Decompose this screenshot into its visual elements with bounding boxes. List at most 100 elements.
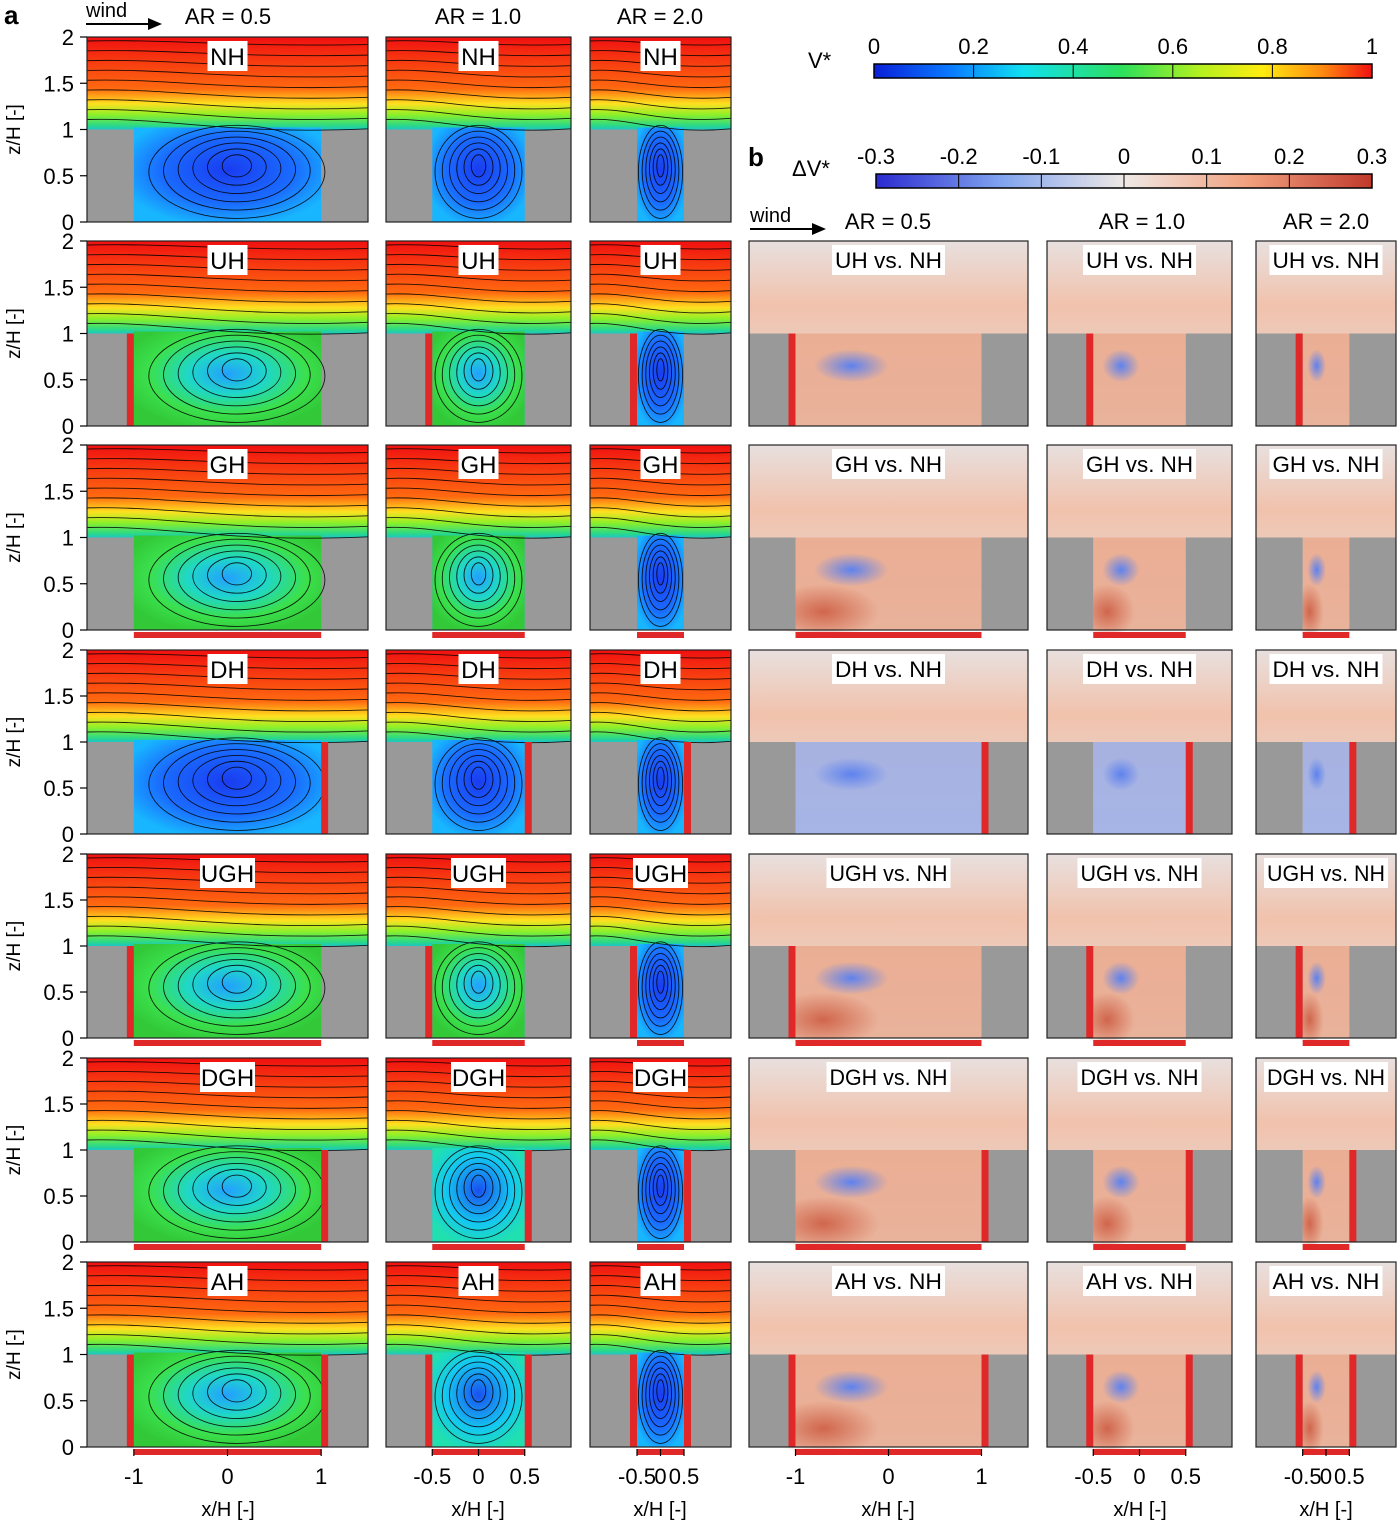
case-label-dh: DH — [210, 657, 245, 684]
green-wall-downwind — [1349, 742, 1357, 834]
green-ground — [1302, 1040, 1350, 1046]
comparison-label-gh: GH vs. NH — [1086, 452, 1193, 477]
colorbar-tick-label: 0 — [868, 34, 880, 59]
case-label-nh: NH — [461, 44, 496, 71]
v-star-plot-ah-ar-2: AH — [589, 1261, 732, 1455]
building-upwind — [590, 1150, 637, 1242]
building-downwind — [1185, 1150, 1232, 1242]
case-label-ugh: UGH — [452, 861, 505, 888]
comparison-label-uh: UH vs. NH — [835, 248, 942, 273]
comparison-label-dh: DH vs. NH — [835, 657, 942, 682]
comparison-label-ah: AH vs. NH — [1273, 1269, 1380, 1294]
building-upwind — [87, 537, 134, 630]
colorbar-tick-label: 0.6 — [1158, 34, 1189, 59]
v-star-plot-uh-ar-2: UH — [589, 240, 732, 427]
y-tick-label: 1 — [62, 1343, 74, 1368]
y-tick-label: 0.5 — [43, 980, 74, 1005]
building-downwind — [981, 1150, 1028, 1242]
green-ground — [133, 1040, 322, 1046]
building-downwind — [524, 129, 571, 222]
y-tick-label: 1.5 — [43, 888, 74, 913]
green-wall-downwind — [1185, 1354, 1193, 1447]
delta-v-plot-ugh-ar-1: UGH vs. NH — [1046, 853, 1233, 1048]
building-upwind — [87, 1150, 134, 1242]
wind-indicator: wind — [85, 0, 162, 30]
green-ground — [133, 1244, 322, 1250]
case-label-dgh: DGH — [452, 1065, 505, 1092]
comparison-label-ah: AH vs. NH — [1086, 1269, 1193, 1294]
colorbar-v-star: V* 0 0.2 0.4 0.6 0.8 1 — [808, 34, 1378, 79]
green-wall-downwind — [1349, 1354, 1357, 1447]
y-tick-label: 1.5 — [43, 1092, 74, 1117]
building-upwind — [386, 742, 433, 834]
x-tick-label: 0 — [882, 1464, 894, 1489]
building-upwind — [1047, 537, 1094, 630]
building-downwind — [1349, 742, 1396, 834]
building-upwind — [1256, 1354, 1303, 1447]
y-tick-label: 0.5 — [43, 776, 74, 801]
y-tick-label: 2 — [62, 1046, 74, 1071]
building-downwind — [321, 129, 368, 222]
building-upwind — [749, 742, 796, 834]
green-wall-downwind — [1185, 742, 1193, 834]
building-downwind — [981, 537, 1028, 630]
v-star-plot-nh-ar-2: NH — [589, 36, 732, 223]
delta-v-plot-gh-ar-0: GH vs. NH — [748, 444, 1029, 640]
y-tick-label: 2 — [62, 638, 74, 663]
xlabel-b-ar-2-0: x/H [-] — [1299, 1499, 1352, 1521]
green-ground — [1302, 632, 1350, 638]
building-upwind — [1047, 1354, 1094, 1447]
v-star-plot-gh-ar-0: GH — [86, 444, 369, 638]
green-ground — [795, 1040, 982, 1046]
y-tick-label: 1.5 — [43, 1296, 74, 1321]
x-tick-label: -1 — [786, 1464, 806, 1489]
green-ground — [637, 1040, 684, 1046]
xlabel-b-ar-0-5: x/H [-] — [861, 1499, 914, 1521]
y-tick-label: 1.5 — [43, 684, 74, 709]
building-upwind — [749, 946, 796, 1038]
building-upwind — [386, 129, 433, 222]
case-label-uh: UH — [210, 248, 245, 275]
v-star-plot-gh-ar-1: GH — [385, 444, 572, 638]
y-tick-label: 2 — [62, 25, 74, 50]
case-label-uh: UH — [643, 248, 678, 275]
case-label-nh: NH — [643, 44, 678, 71]
building-upwind — [749, 1354, 796, 1447]
green-wall-upwind — [1086, 946, 1094, 1038]
green-wall-upwind — [425, 946, 433, 1038]
colorbar-tick-label: -0.1 — [1022, 144, 1060, 169]
y-tick-label: 1.5 — [43, 275, 74, 300]
green-wall-downwind — [524, 1354, 532, 1447]
y-tick-label: 2 — [62, 842, 74, 867]
case-label-gh: GH — [210, 452, 246, 479]
panel-a: a wind AR = 0.5 AR = 1.0 AR = 2.0 NH NH NH… — [4, 0, 732, 1489]
v-star-plot-uh-ar-1: UH — [385, 240, 572, 427]
x-tick-label: 0 — [1320, 1464, 1332, 1489]
x-tick-label: 0.5 — [1170, 1464, 1201, 1489]
green-wall-upwind — [1295, 333, 1303, 426]
building-downwind — [1185, 537, 1232, 630]
building-downwind — [684, 537, 731, 630]
y-tick-label: 1.5 — [43, 479, 74, 504]
x-tick-label: -0.5 — [413, 1464, 451, 1489]
building-upwind — [1047, 742, 1094, 834]
comparison-label-ugh: UGH vs. NH — [830, 861, 948, 886]
delta-v-plot-ah-ar-1: AH vs. NH — [1046, 1261, 1233, 1457]
comparison-label-uh: UH vs. NH — [1086, 248, 1193, 273]
comparison-label-dh: DH vs. NH — [1273, 657, 1380, 682]
building-downwind — [684, 742, 731, 834]
green-wall-downwind — [684, 742, 691, 834]
building-upwind — [749, 1150, 796, 1242]
building-downwind — [524, 1354, 571, 1447]
building-downwind — [1349, 1354, 1396, 1447]
delta-v-plot-ugh-ar-0: UGH vs. NH — [748, 853, 1029, 1048]
building-upwind — [1256, 742, 1303, 834]
building-downwind — [1349, 1150, 1396, 1242]
case-label-dh: DH — [643, 657, 678, 684]
ylabel: z/H [-] — [4, 921, 25, 972]
y-tick-label: 1 — [62, 1138, 74, 1163]
y-tick-label: 0 — [62, 210, 74, 235]
green-wall-upwind — [126, 333, 134, 426]
y-tick-label: 0.5 — [43, 1389, 74, 1414]
green-wall-downwind — [1185, 1150, 1193, 1242]
